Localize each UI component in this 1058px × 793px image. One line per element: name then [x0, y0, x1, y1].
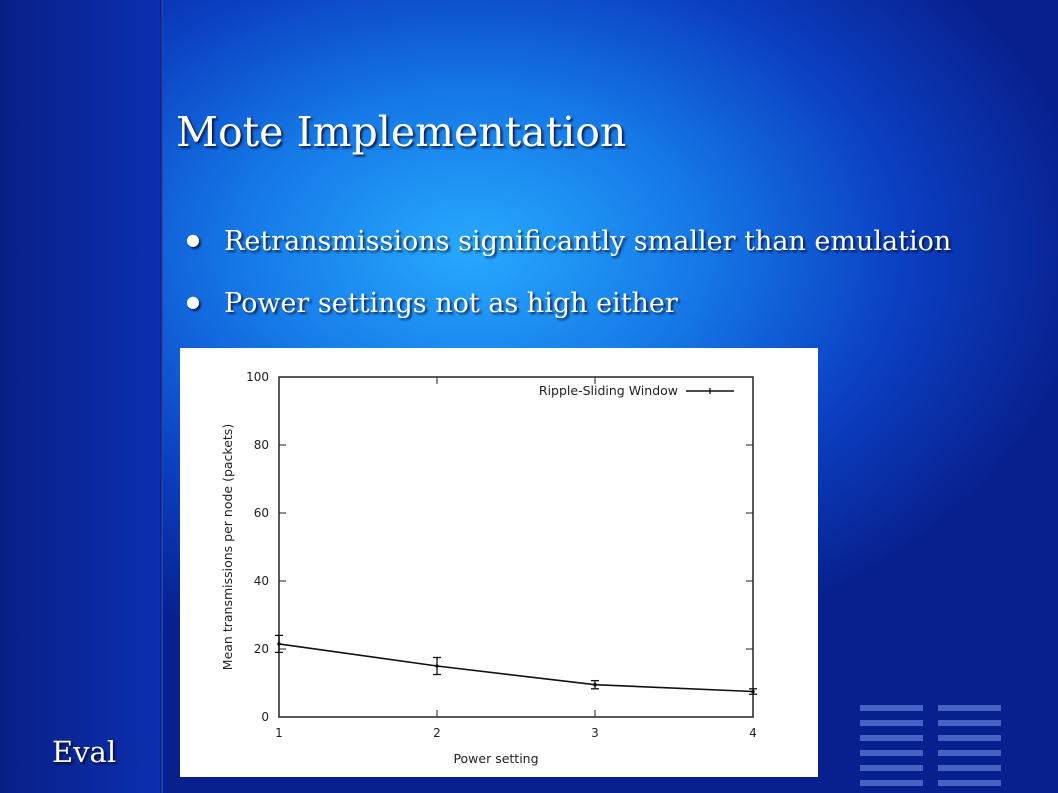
data-point: [751, 689, 755, 694]
bullet-text: Power settings not as high either: [224, 288, 678, 319]
decorative-stripe: [938, 705, 1001, 711]
legend-label: Ripple-Sliding Window: [539, 383, 678, 398]
slide-title: Mote Implementation: [176, 108, 627, 156]
data-point: [277, 642, 281, 646]
y-tick-label: 40: [254, 574, 269, 588]
decorative-stripes: [860, 705, 1005, 793]
line-chart: 0 20 40 60 80 100 1 2 3 4 Power setting Mean transm…: [220, 370, 757, 766]
x-tick-label: 3: [591, 726, 599, 740]
bullet-dot-icon: ●: [186, 292, 200, 311]
series-line: [278, 643, 754, 693]
x-tick-label: 2: [433, 726, 441, 740]
decorative-stripe: [938, 735, 1001, 741]
bullet-text: Retransmissions significantly smaller th…: [224, 226, 952, 257]
y-tick-label: 80: [254, 438, 269, 452]
y-tick-label: 100: [246, 370, 269, 384]
sidebar-panel: [0, 0, 160, 793]
y-tick-label: 20: [254, 642, 269, 656]
plot-frame: [278, 376, 754, 718]
x-tick-label: 1: [275, 726, 283, 740]
y-tick-label: 60: [254, 506, 269, 520]
section-label: Eval: [52, 735, 117, 769]
y-tick-label: 0: [261, 710, 269, 724]
bullet-dot-icon: ●: [186, 230, 200, 249]
data-point: [435, 664, 439, 668]
decorative-stripe: [938, 780, 1001, 786]
decorative-stripe: [860, 735, 923, 741]
sidebar-divider: [160, 0, 163, 793]
decorative-stripe: [938, 750, 1001, 756]
y-axis-title: Mean transmissions per node (packets): [220, 424, 235, 670]
chart-container: 0 20 40 60 80 100 1 2 3 4 Power setting Mean transm…: [180, 348, 818, 777]
decorative-stripe: [860, 780, 923, 786]
decorative-stripe: [860, 720, 923, 726]
decorative-stripe: [938, 720, 1001, 726]
decorative-stripe: [860, 765, 923, 771]
decorative-stripe: [860, 705, 923, 711]
x-axis-title: Power setting: [453, 751, 538, 766]
decorative-stripe: [938, 765, 1001, 771]
x-tick-label: 4: [749, 726, 757, 740]
decorative-stripe: [860, 750, 923, 756]
data-point: [593, 682, 597, 687]
